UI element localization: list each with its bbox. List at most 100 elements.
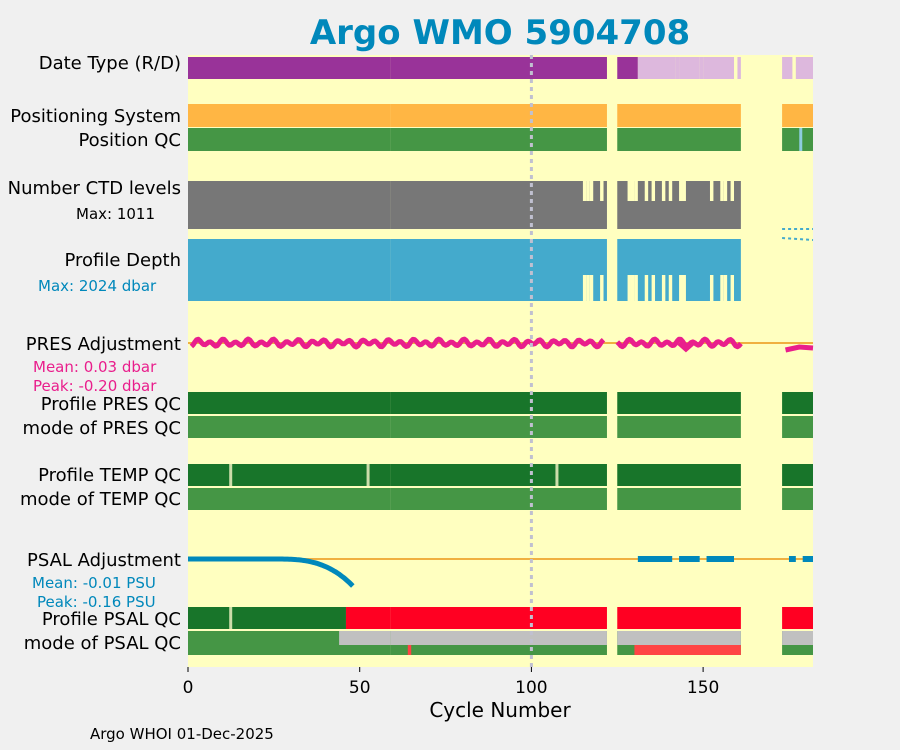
plot-area [188,55,814,667]
profile-pres-qc-bar [617,392,741,414]
profile-temp-qc-flag [555,464,559,486]
profile-pres-qc-bar [390,392,607,414]
profile-depth-gap [651,275,656,301]
mode-psal-qc-bad-bar [634,645,741,655]
ctd-levels-gap [630,181,635,201]
row-label-mode-temp-qc: mode of TEMP QC [20,489,181,510]
pres-mean-note: Mean: 0.03 dbar [33,358,157,376]
profile-depth-gap [679,275,683,301]
profile-temp-qc-flag [366,464,370,486]
ctd-levels-gap [679,181,683,201]
profile-depth-gap [720,275,724,301]
row-label-ctd-levels: Number CTD levels [8,178,181,199]
date-type-realtime-bar [795,57,813,79]
profile-temp-qc-bar [390,464,607,486]
ctd-levels-gap [720,181,724,201]
ctd-levels-gap [627,181,631,201]
row-label-profile-pres-qc: Profile PRES QC [41,394,181,415]
date-type-realtime-bar [703,57,735,79]
row-label-psal-adjustment: PSAL Adjustment [27,550,181,571]
pres-adjustment-dip [677,341,695,353]
date-type-delayed-bar [188,57,391,79]
mode-temp-qc-bar [782,488,813,510]
profile-depth-sparse-mark [782,237,814,241]
pres-peak-note: Peak: -0.20 dbar [33,377,157,395]
profile-depth-bar [188,239,391,301]
profile-psal-qc-bad-bar [782,607,813,629]
x-axis-tick-label: 150 [687,678,719,698]
ctd-levels-gap [589,181,594,201]
ctd-levels-gap [582,181,587,201]
mode-pres-qc-bar [782,416,813,438]
mode-pres-qc-bar [390,416,607,438]
profile-depth-gap [600,275,604,301]
position-qc-bar [188,128,391,151]
ctd-levels-gap [586,181,590,201]
profile-psal-qc-bad-bar [390,607,607,629]
profile-depth-gap [723,275,728,301]
date-type-realtime-bar [737,57,741,79]
profile-depth-gap [634,275,638,301]
positioning-system-bar [617,104,741,127]
row-label-positioning-system: Positioning System [10,106,181,127]
date-type-realtime-bar [617,57,638,79]
row-label-mode-pres-qc: mode of PRES QC [23,418,181,439]
footer-credit: Argo WHOI 01-Dec-2025 [90,725,274,743]
mode-pres-qc-bar [188,416,391,438]
position-qc-bar [617,128,741,151]
ctd-levels-bar [390,181,607,229]
x-axis-tick-label: 100 [515,678,547,698]
profile-temp-qc-flag [229,464,233,486]
profile-depth-gap [586,275,590,301]
psal-peak-note: Peak: -0.16 PSU [37,593,156,611]
mode-psal-qc-gray-bar [782,631,813,645]
ctd-levels-gap [651,181,656,201]
ctd-levels-gap [709,181,714,201]
date-type-delayed-bar [390,57,607,79]
ctd-levels-gap [682,181,686,201]
psal-mean-note: Mean: -0.01 PSU [32,574,156,592]
pres-adjustment-tail [784,344,814,353]
profile-pres-qc-bar [782,392,813,414]
positioning-system-bar [188,104,391,127]
position-qc-flag-mark [799,128,803,151]
profile-depth-gap [582,275,587,301]
x-axis: 0 50 100 150 [183,667,719,698]
ctd-levels-bar [188,181,391,229]
date-type-realtime-bar [675,57,680,79]
mode-temp-qc-bar [390,488,607,510]
ctd-levels-gap [730,181,735,201]
row-label-profile-psal-qc: Profile PSAL QC [42,609,181,630]
profile-depth-gap [709,275,714,301]
profile-temp-qc-bar [188,464,391,486]
profile-depth-gap [668,275,673,301]
mode-psal-qc-gray-bar [390,631,607,645]
position-qc-bar [390,128,607,151]
profile-depth-gap [644,275,649,301]
profile-temp-qc-bar [782,464,813,486]
row-label-date-type: Date Type (R/D) [39,53,181,74]
profile-depth-gap [627,275,631,301]
ctd-levels-gap [600,181,604,201]
x-axis-tick-label: 50 [349,678,371,698]
mode-psal-qc-gray-bar [617,631,741,645]
psal-adjustment-line [188,556,355,588]
profile-psal-qc-bad-bar [617,607,741,629]
mode-psal-qc-gray-bar [339,631,391,645]
ctd-levels-gap [668,181,673,201]
ctd-levels-gap [644,181,649,201]
depth-max-note: Max: 2024 dbar [38,277,157,295]
profile-psal-qc-flag [229,607,233,629]
profile-depth-gap [589,275,594,301]
mode-temp-qc-bar [188,488,391,510]
profile-temp-qc-bar [617,464,741,486]
profile-depth-bar [390,239,607,301]
x-axis-tick-label: 0 [183,678,194,698]
profile-depth-gap [682,275,686,301]
row-label-position-qc: Position QC [78,130,181,151]
plot-background [188,55,813,667]
profile-depth-gap [630,275,635,301]
date-type-realtime-bar [679,57,700,79]
mode-pres-qc-bar [617,416,741,438]
